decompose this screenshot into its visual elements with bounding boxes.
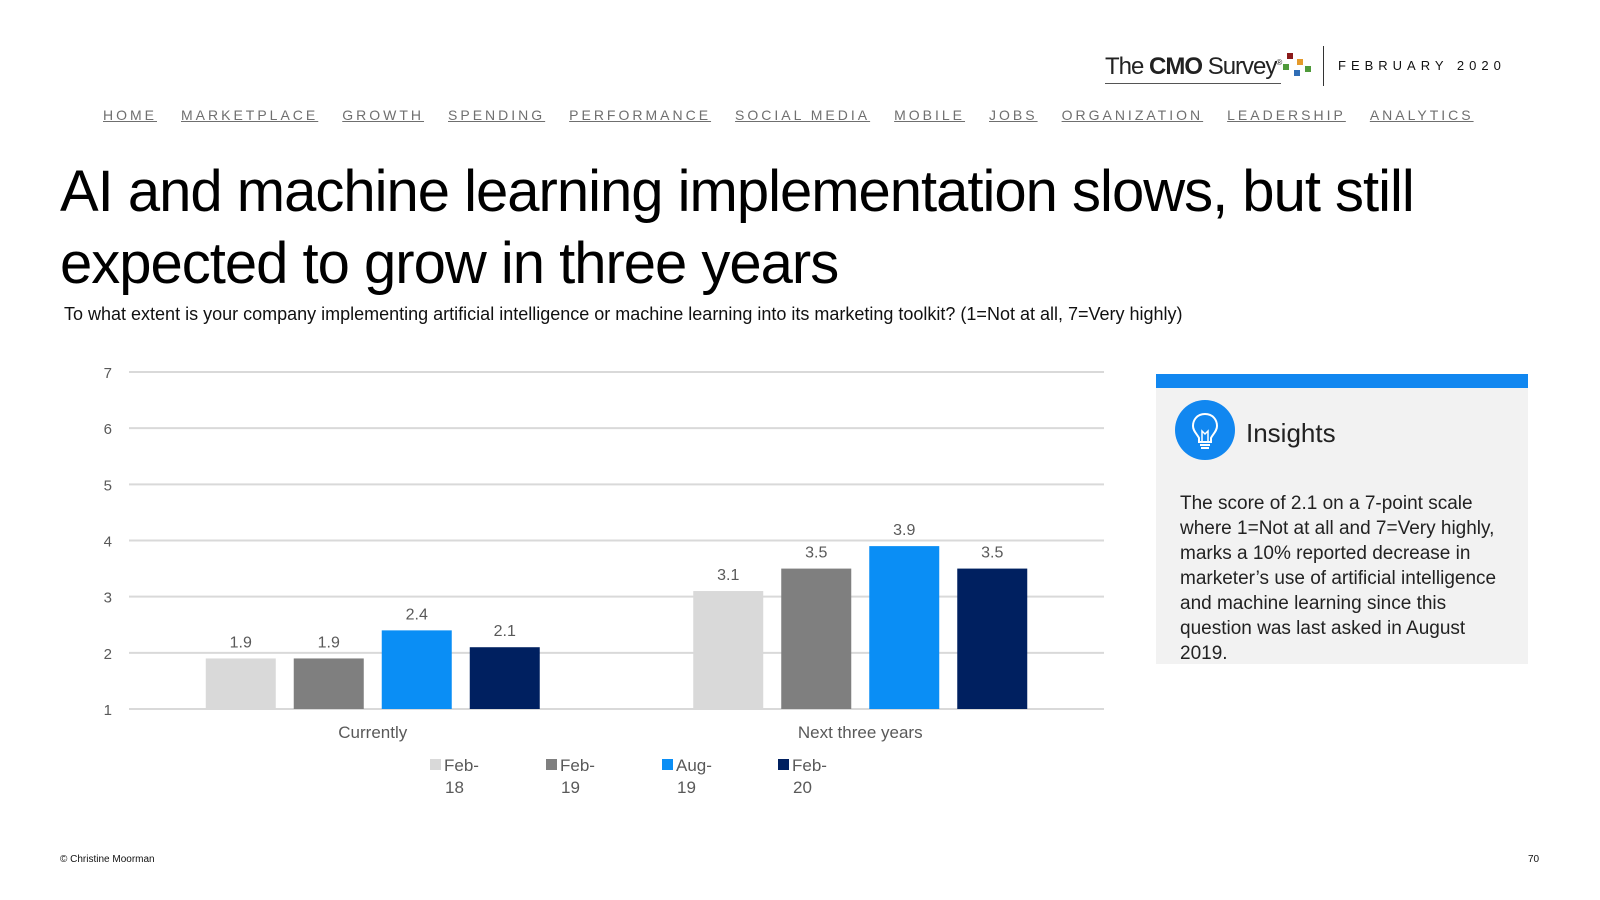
legend-swatch-feb-18 — [430, 759, 441, 770]
nav-analytics[interactable]: ANALYTICS — [1369, 107, 1474, 123]
data-label-feb-19-currently: 1.9 — [318, 634, 340, 651]
insights-panel: Insights The score of 2.1 on a 7-point s… — [1156, 374, 1528, 664]
nav-organization[interactable]: ORGANIZATION — [1061, 107, 1204, 123]
legend-label-feb-20-line2: 20 — [793, 778, 812, 797]
bar-feb-18-next-three-years — [693, 591, 764, 709]
report-date: FEBRUARY 2020 — [1338, 58, 1506, 73]
bar-feb-19-next-three-years — [781, 568, 852, 709]
bar-aug-19-currently — [381, 630, 452, 709]
nav-mobile[interactable]: MOBILE — [894, 107, 966, 123]
bar-feb-19-currently — [293, 658, 364, 709]
nav-jobs[interactable]: JOBS — [989, 107, 1038, 123]
logo-text-bold: CMO — [1149, 53, 1203, 80]
logo-registered-mark: ® — [1276, 58, 1282, 67]
legend-swatch-feb-19 — [546, 759, 557, 770]
nav-spending[interactable]: SPENDING — [448, 107, 546, 123]
nav-home[interactable]: HOME — [103, 107, 157, 123]
legend-aug-19: Aug- 19 — [662, 755, 712, 799]
bar-chart: 1 2 3 4 5 6 7 1.9 1.9 2.4 2.1 Currently 3.1 3.5 3.9 3.5… — [104, 365, 1104, 742]
nav-marketplace[interactable]: MARKETPLACE — [181, 107, 319, 123]
bar-feb-18-currently — [205, 658, 276, 709]
legend-label-aug-19-line2: 19 — [677, 778, 696, 797]
page-number: 70 — [1528, 854, 1540, 865]
legend-label-feb-18-line1: Feb- — [444, 756, 479, 775]
data-label-feb-18-currently: 1.9 — [230, 634, 252, 651]
page-title: AI and machine learning implementation s… — [60, 159, 1415, 296]
y-tick-label-2: 2 — [104, 646, 112, 663]
y-tick-label-5: 5 — [104, 477, 112, 494]
bar-aug-19-next-three-years — [869, 546, 940, 709]
logo-text: The CMO Survey® — [1105, 49, 1282, 84]
data-label-feb-20-currently: 2.1 — [494, 623, 516, 640]
y-tick-label-4: 4 — [104, 534, 112, 551]
insights-title: Insights — [1246, 418, 1336, 448]
legend-label-feb-20-line1: Feb- — [792, 756, 827, 775]
legend-feb-18: Feb- 18 — [430, 755, 479, 799]
y-tick-label-3: 3 — [104, 590, 112, 607]
insights-body: The score of 2.1 on a 7-point scale wher… — [1180, 493, 1497, 664]
legend-label-aug-19-line1: Aug- — [676, 756, 712, 775]
data-label-feb-18-next-three-years: 3.1 — [717, 567, 739, 584]
logo-text-pre: The — [1105, 53, 1150, 80]
data-label-feb-20-next-three-years: 3.5 — [981, 545, 1003, 562]
y-tick-label-7: 7 — [104, 365, 112, 382]
data-label-feb-19-next-three-years: 3.5 — [805, 545, 827, 562]
nav-growth[interactable]: GROWTH — [342, 107, 425, 123]
legend-swatch-aug-19 — [662, 759, 673, 770]
data-label-aug-19-next-three-years: 3.9 — [893, 522, 915, 539]
chart-question: To what extent is your company implement… — [64, 304, 1183, 324]
legend-feb-20: Feb- 20 — [778, 755, 827, 799]
data-label-aug-19-currently: 2.4 — [406, 606, 428, 623]
y-tick-label-6: 6 — [104, 421, 112, 438]
legend-swatch-feb-20 — [778, 759, 789, 770]
y-tick-label-1: 1 — [104, 702, 112, 719]
cmo-survey-logo: The CMO Survey® — [1105, 50, 1317, 84]
legend-label-feb-19-line2: 19 — [561, 778, 580, 797]
category-label-next-three-years: Next three years — [798, 723, 923, 742]
nav-social-media[interactable]: SOCIAL MEDIA — [735, 107, 871, 123]
nav-performance[interactable]: PERFORMANCE — [569, 107, 712, 123]
lightbulb-icon — [1175, 400, 1235, 460]
logo-dots-icon — [1281, 50, 1317, 84]
bar-feb-20-currently — [469, 647, 540, 709]
nav-leadership[interactable]: LEADERSHIP — [1227, 107, 1346, 123]
top-nav: HOME MARKETPLACE GROWTH SPENDING PERFORM… — [103, 107, 1498, 123]
copyright: © Christine Moorman — [60, 854, 155, 865]
legend-label-feb-18-line2: 18 — [445, 778, 464, 797]
legend-label-feb-19-line1: Feb- — [560, 756, 595, 775]
category-label-currently: Currently — [338, 723, 407, 742]
logo-text-post: Survey — [1202, 53, 1278, 80]
header-divider — [1323, 46, 1324, 86]
legend-feb-19: Feb- 19 — [546, 755, 595, 799]
bar-feb-20-next-three-years — [957, 568, 1028, 709]
